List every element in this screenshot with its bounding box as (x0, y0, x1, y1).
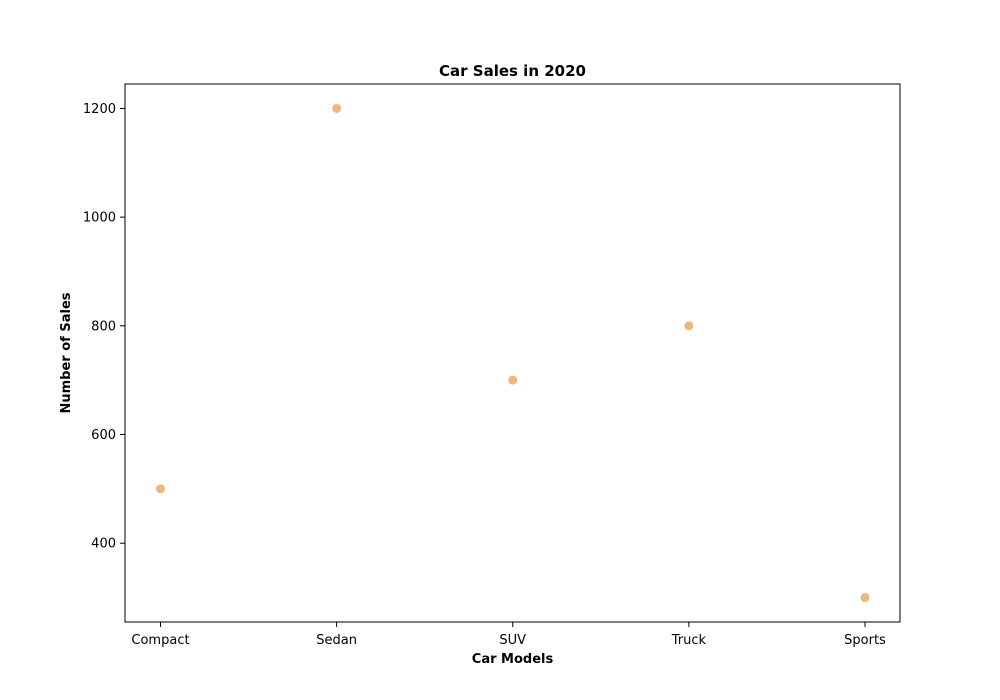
x-axis: Compact Sedan SUV Truck Sports (131, 622, 886, 648)
y-axis-label: Number of Sales (59, 292, 74, 413)
data-point (332, 103, 342, 113)
x-tick-label: Sports (844, 633, 886, 648)
x-tick-label: SUV (499, 633, 526, 648)
y-tick-label: 400 (91, 537, 116, 552)
x-tick-label: Sedan (316, 633, 357, 648)
y-axis: 400 600 800 1000 1200 (83, 102, 125, 552)
data-point (156, 484, 165, 494)
y-tick-label: 600 (91, 428, 116, 443)
data-point (684, 321, 694, 331)
data-point (508, 375, 518, 385)
plot-area-frame (124, 83, 901, 623)
y-tick-label: 1200 (83, 102, 116, 117)
chart-title: Car Sales in 2020 (439, 62, 586, 80)
x-axis-label: Car Models (472, 652, 554, 667)
y-tick-label: 1000 (83, 211, 116, 226)
y-tick-label: 800 (91, 319, 116, 334)
x-tick-label: Compact (131, 633, 189, 648)
data-points (156, 103, 870, 603)
x-tick-label: Truck (671, 633, 707, 648)
data-point (860, 593, 870, 603)
